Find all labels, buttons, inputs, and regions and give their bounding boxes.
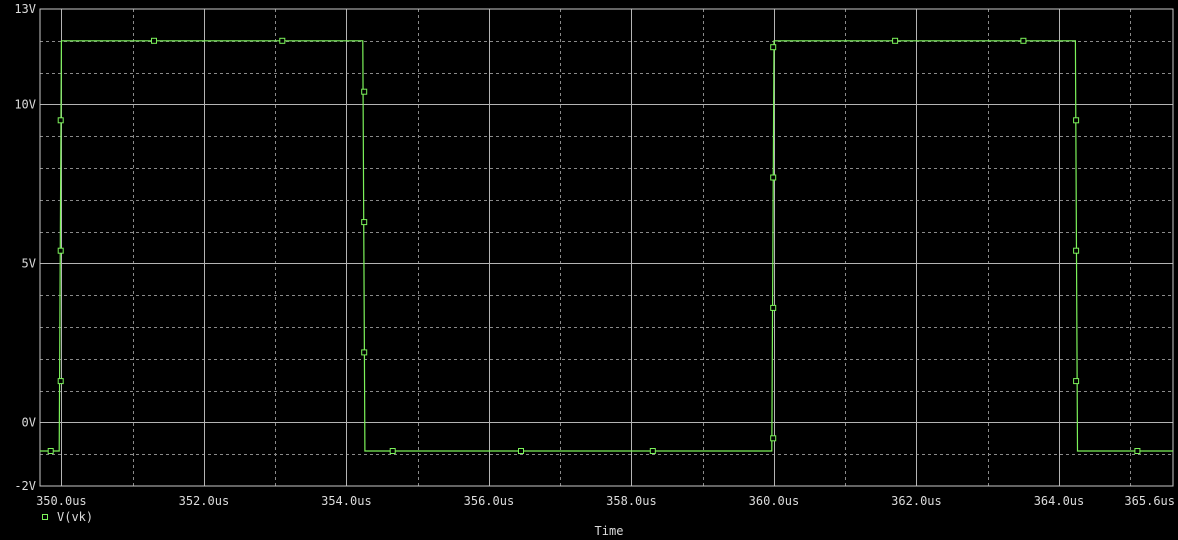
data-point-marker bbox=[57, 117, 64, 124]
y-tick-labels: 13V 10V 5V 0V -2V bbox=[14, 2, 36, 493]
data-point-marker bbox=[1073, 117, 1080, 124]
data-point-marker bbox=[1073, 378, 1080, 385]
x-tick-label: 360.0us bbox=[749, 494, 800, 508]
y-tick-label: -2V bbox=[14, 479, 36, 493]
data-point-marker bbox=[361, 88, 368, 95]
data-point-marker bbox=[151, 37, 157, 44]
y-tick-label: 5V bbox=[22, 256, 36, 270]
data-point-marker bbox=[57, 247, 64, 254]
data-point-marker bbox=[1020, 37, 1027, 44]
x-tick-label: 364.0us bbox=[1034, 494, 1085, 508]
x-tick-label: 350.0us bbox=[36, 494, 87, 508]
major-grid bbox=[40, 9, 1173, 486]
x-tick-labels: 350.0us 352.0us 354.0us 356.0us 358.0us 360.0… bbox=[36, 494, 1175, 508]
series-line-vvk bbox=[40, 40, 1173, 452]
marker-layer bbox=[47, 37, 1141, 454]
data-point-marker bbox=[279, 37, 286, 44]
x-tick-label: 354.0us bbox=[321, 494, 372, 508]
legend-marker bbox=[42, 514, 48, 520]
data-point-marker bbox=[770, 304, 777, 311]
data-point-marker bbox=[1073, 247, 1080, 254]
data-point-marker bbox=[389, 448, 396, 454]
data-point-marker bbox=[770, 435, 777, 442]
x-tick-label: 365.6us bbox=[1124, 494, 1175, 508]
data-point-marker bbox=[649, 448, 656, 454]
legend-label: V(vk) bbox=[57, 510, 93, 524]
data-point-marker bbox=[770, 174, 777, 181]
x-tick-label: 352.0us bbox=[179, 494, 230, 508]
data-point-marker bbox=[892, 37, 899, 44]
minor-grid bbox=[40, 9, 1173, 486]
data-point-marker bbox=[47, 448, 54, 454]
x-axis-label: Time bbox=[595, 524, 624, 538]
data-point-marker bbox=[361, 219, 368, 226]
y-tick-label: 13V bbox=[14, 2, 36, 16]
data-point-marker bbox=[1134, 448, 1141, 454]
plot-frame bbox=[39, 8, 1174, 487]
series-layer bbox=[40, 40, 1173, 452]
data-point-marker bbox=[518, 448, 524, 454]
y-tick-label: 10V bbox=[14, 97, 36, 111]
data-point-marker bbox=[361, 349, 368, 356]
data-point-marker bbox=[57, 378, 64, 385]
data-point-marker bbox=[770, 44, 777, 51]
x-tick-label: 358.0us bbox=[606, 494, 657, 508]
x-tick-label: 362.0us bbox=[891, 494, 942, 508]
x-tick-label: 356.0us bbox=[464, 494, 515, 508]
legend[interactable]: V(vk) bbox=[42, 510, 94, 524]
y-tick-label: 0V bbox=[22, 415, 36, 429]
